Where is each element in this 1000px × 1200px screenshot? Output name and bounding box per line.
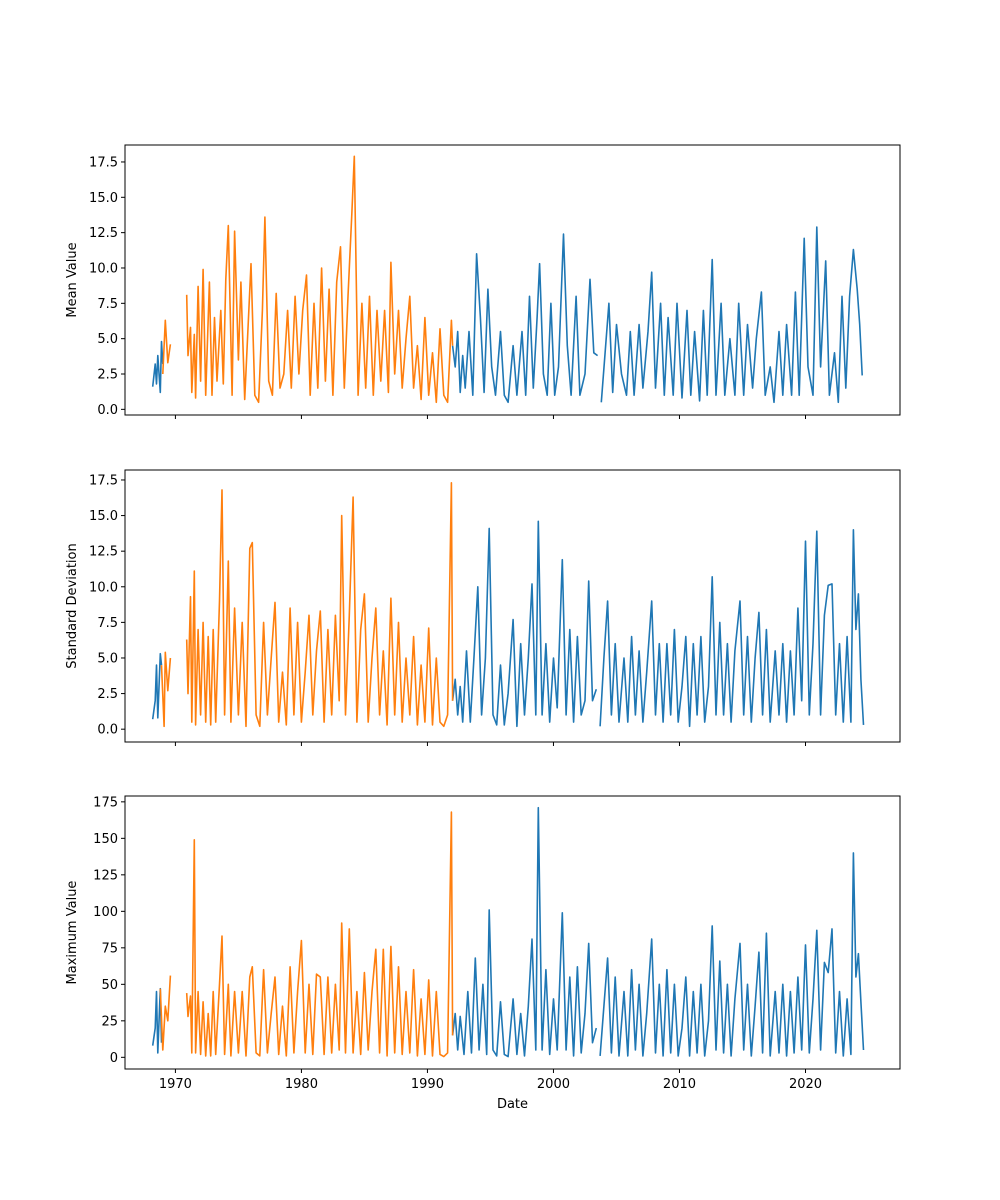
series-2-line-2 (185, 155, 454, 404)
series-1-line-2 (451, 520, 598, 728)
y-tick-label: 17.5 (89, 473, 118, 488)
chart-panel-2: 0.0 2.5 5.0 7.5 10.0 12.5 15.0 17.5 Standard Dev… (65, 469, 901, 746)
y-tick-label: 17.5 (89, 155, 118, 170)
series-1-line-3 (599, 852, 865, 1057)
series-1-line-1 (151, 340, 164, 394)
y-axis-label: Mean Value (65, 242, 80, 317)
axes-frame (124, 144, 901, 416)
y-tick-label: 2.5 (97, 368, 118, 383)
series-1-line-3 (599, 529, 865, 728)
axes-frame (124, 469, 901, 743)
y-tick-label: 125 (93, 868, 118, 883)
y-tick-label: 100 (93, 905, 118, 920)
y-tick-label: 5.0 (97, 651, 118, 666)
series-1-line-2 (451, 806, 598, 1058)
y-tick-label: 0 (110, 1051, 118, 1066)
x-tick-label: 1990 (411, 1077, 444, 1092)
chart-panel-3: 0 25 50 75 100 125 150 175 1970 1980 1990 2000 2010 2… (65, 795, 901, 1112)
y-tick-label: 7.5 (97, 616, 118, 631)
series-1-line-3 (600, 226, 863, 404)
series-2-line-1 (162, 319, 172, 375)
plot-area (151, 155, 863, 404)
series-2-line-1 (160, 651, 172, 728)
y-tick-label: 0.0 (97, 723, 118, 738)
chart-panel-1: 0.0 2.5 5.0 7.5 10.0 12.5 15.0 17.5 Mean Value (65, 144, 901, 419)
x-tick-label: 1980 (285, 1077, 318, 1092)
series-2-line-2 (185, 811, 454, 1058)
x-tick-label: 1970 (159, 1077, 192, 1092)
y-axis-label: Maximum Value (65, 881, 80, 985)
plot-area (151, 806, 865, 1058)
y-tick-label: 50 (101, 978, 118, 993)
y-tick-label: 12.5 (89, 226, 118, 241)
series-1-line-2 (451, 233, 599, 404)
series-2-line-2 (185, 482, 454, 728)
y-tick-label: 150 (93, 832, 118, 847)
y-tick-label: 10.0 (89, 580, 118, 595)
y-tick-label: 175 (93, 795, 118, 810)
y-tick-label: 10.0 (89, 261, 118, 276)
y-axis-label: Standard Deviation (65, 543, 80, 668)
x-tick-label: 2020 (789, 1077, 822, 1092)
x-axis-label: Date (497, 1097, 528, 1112)
y-tick-label: 15.0 (89, 509, 118, 524)
y-tick-label: 12.5 (89, 545, 118, 560)
y-tick-label: 0.0 (97, 403, 118, 418)
plot-area (151, 482, 865, 728)
y-tick-label: 15.0 (89, 191, 118, 206)
x-tick-label: 2010 (663, 1077, 696, 1092)
y-tick-label: 7.5 (97, 297, 118, 312)
y-tick-label: 2.5 (97, 687, 118, 702)
y-tick-label: 5.0 (97, 332, 118, 347)
axes-frame (124, 795, 901, 1070)
x-tick-label: 2000 (537, 1077, 570, 1092)
series-1-line-1 (151, 652, 163, 720)
y-tick-label: 75 (101, 941, 118, 956)
series-2-line-1 (159, 975, 172, 1051)
y-tick-label: 25 (101, 1014, 118, 1029)
